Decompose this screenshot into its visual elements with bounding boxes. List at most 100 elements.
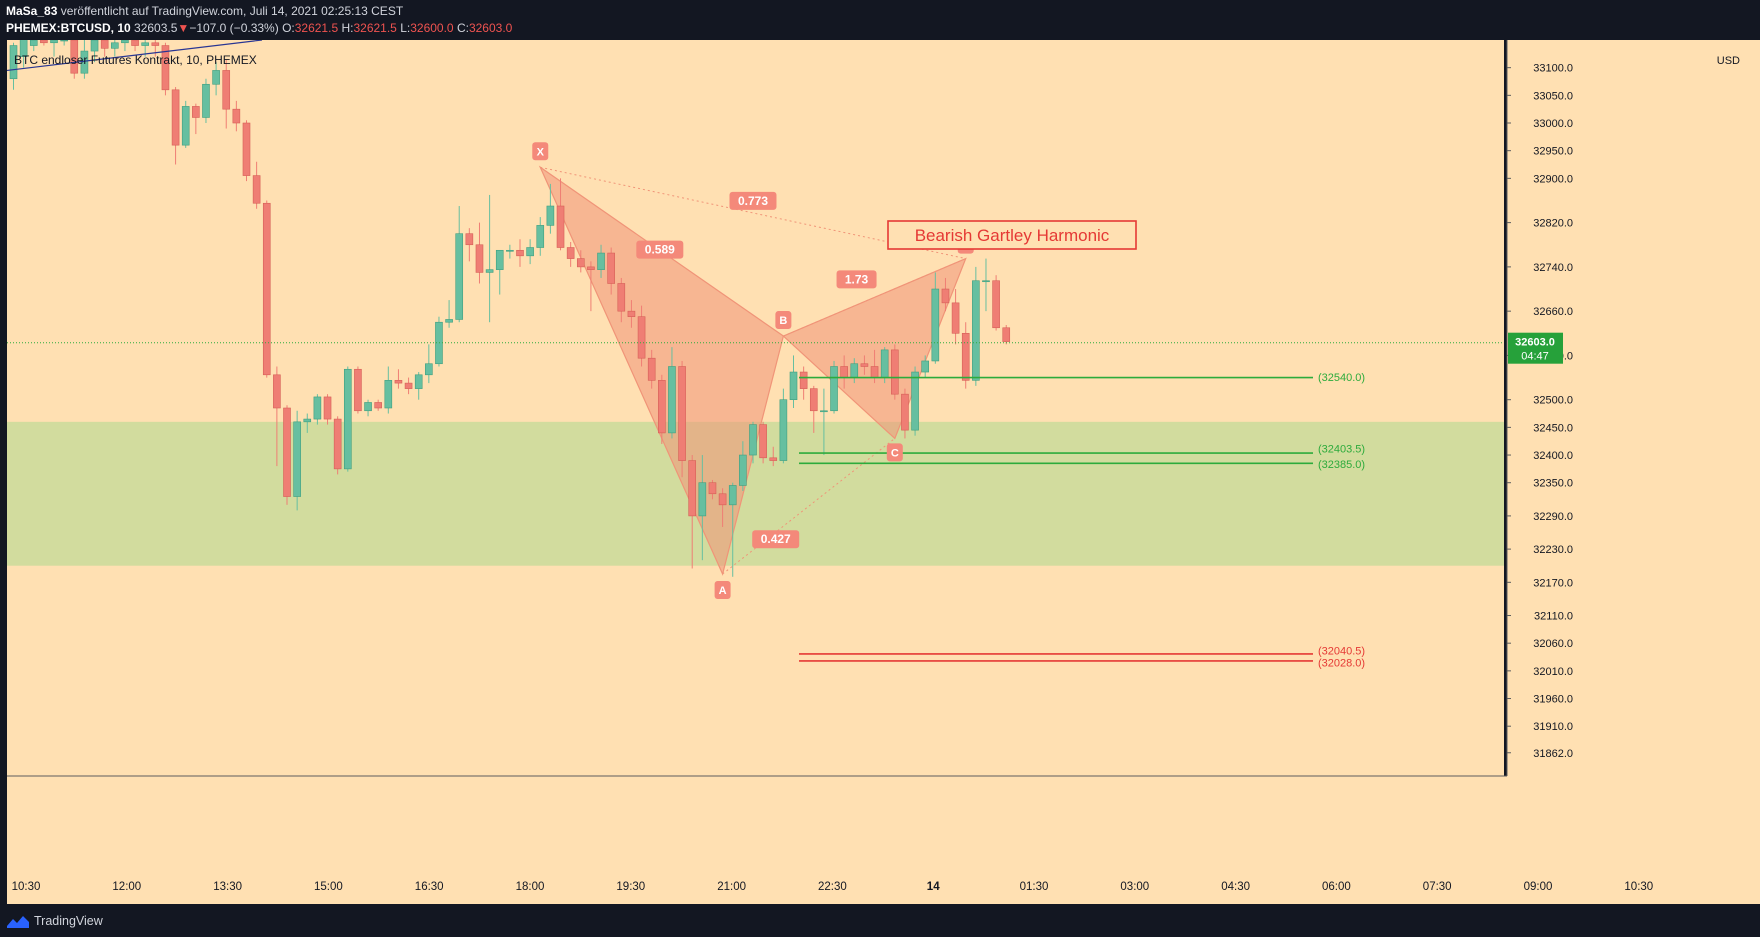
time-tick-label: 15:00: [314, 881, 343, 893]
candle: [536, 217, 545, 256]
pattern-title: Bearish Gartley Harmonic: [915, 226, 1110, 245]
candle: [647, 349, 656, 389]
level-label: (32385.0): [1318, 459, 1365, 471]
candle: [820, 388, 828, 456]
price-tick-label: 31910.0: [1533, 721, 1573, 733]
candle: [475, 222, 484, 284]
candle: [343, 366, 352, 472]
candle-body: [526, 247, 534, 257]
price-axis-background: [1507, 40, 1760, 776]
candle: [465, 228, 474, 262]
candle: [495, 249, 504, 295]
candle-body: [607, 252, 615, 284]
candle-body: [556, 205, 565, 248]
candle-body: [40, 40, 48, 44]
candle-body: [921, 360, 930, 373]
candle-body: [576, 258, 585, 268]
candle: [485, 194, 494, 323]
price-tick-label: 32230.0: [1533, 544, 1573, 556]
candle-body: [495, 249, 504, 270]
level-label: (32028.0): [1318, 657, 1365, 669]
price-tick-label: 33100.0: [1533, 63, 1573, 75]
candle: [627, 300, 636, 328]
candle: [354, 366, 362, 414]
candle-body: [506, 249, 514, 252]
price-tick-label: 31960.0: [1533, 694, 1573, 706]
candle: [779, 388, 788, 464]
candle: [9, 42, 18, 90]
price-tick-label: 31862.0: [1533, 748, 1573, 760]
candle-body: [789, 371, 798, 400]
candle: [181, 100, 190, 148]
candle: [617, 277, 626, 323]
candle-body: [475, 244, 484, 273]
candle: [941, 277, 950, 312]
time-tick-label: 10:30: [1624, 881, 1653, 893]
candle: [718, 488, 727, 527]
trend-line: [7, 40, 263, 72]
candle: [597, 244, 605, 278]
candle: [374, 399, 382, 411]
candle: [739, 441, 747, 492]
candle-body: [121, 40, 129, 44]
current-price-value: 32603.0: [1515, 337, 1555, 349]
candle: [303, 413, 312, 433]
close-value: 32603.0: [468, 21, 513, 35]
symbol-info: PHEMEX:BTCUSD, 10 32603.5▼−107.0 (−0.33%…: [6, 21, 512, 35]
high-value: 32621.5: [353, 21, 397, 35]
candle-body: [820, 410, 828, 413]
candle: [546, 183, 555, 234]
candle-body: [809, 388, 818, 412]
candle-body: [414, 374, 423, 389]
candle: [293, 410, 301, 511]
candle: [394, 369, 403, 389]
time-tick-label: 10:30: [12, 881, 41, 893]
candle-body: [151, 42, 160, 46]
candle: [242, 120, 251, 182]
candle-body: [354, 368, 362, 412]
candle: [404, 377, 413, 395]
ratio-label: 0.427: [761, 532, 791, 546]
candle: [131, 40, 139, 52]
candle-body: [860, 363, 869, 367]
time-tick-label: 06:00: [1322, 881, 1351, 893]
ratio-badge: [636, 240, 684, 259]
candle-body: [718, 493, 727, 506]
left-border: [0, 40, 7, 904]
candle-body: [283, 407, 291, 497]
candle: [658, 374, 666, 444]
symbol-name[interactable]: PHEMEX:BTCUSD, 10: [6, 21, 131, 35]
current-price-tag: [1508, 332, 1563, 364]
candle: [789, 355, 798, 408]
candle-body: [688, 460, 697, 517]
time-tick-label: 22:30: [818, 881, 847, 893]
candle-body: [972, 280, 980, 381]
level-label: (32403.5): [1318, 444, 1365, 456]
candle: [425, 344, 433, 384]
brand-name[interactable]: TradingView: [34, 914, 103, 928]
candle: [688, 455, 697, 569]
time-tick-label: 13:30: [213, 881, 242, 893]
author-name[interactable]: MaSa_83: [6, 4, 58, 18]
candle-body: [111, 42, 119, 49]
candle-body: [141, 42, 149, 46]
chart-canvas[interactable]: (32540.0) (32403.5) (32385.0) (32040.5)(320…: [0, 0, 1760, 904]
candle-body: [951, 302, 960, 334]
high-label: H:: [341, 21, 354, 35]
candle: [749, 421, 757, 464]
candle-body: [992, 280, 1000, 329]
tradingview-logo-icon[interactable]: [6, 913, 30, 929]
pattern-title-box: [887, 220, 1137, 250]
candle: [901, 388, 909, 439]
level-label: (32540.0): [1318, 372, 1365, 384]
candle-body: [982, 280, 990, 283]
close-label: C:: [456, 21, 469, 35]
candle: [222, 59, 231, 129]
candle: [100, 40, 109, 57]
candle: [759, 421, 767, 464]
candle: [607, 247, 615, 295]
candle: [972, 266, 980, 386]
candle-body: [364, 402, 372, 412]
price-tick-label: 32170.0: [1533, 577, 1573, 589]
ratio-label: 0.773: [738, 194, 768, 208]
